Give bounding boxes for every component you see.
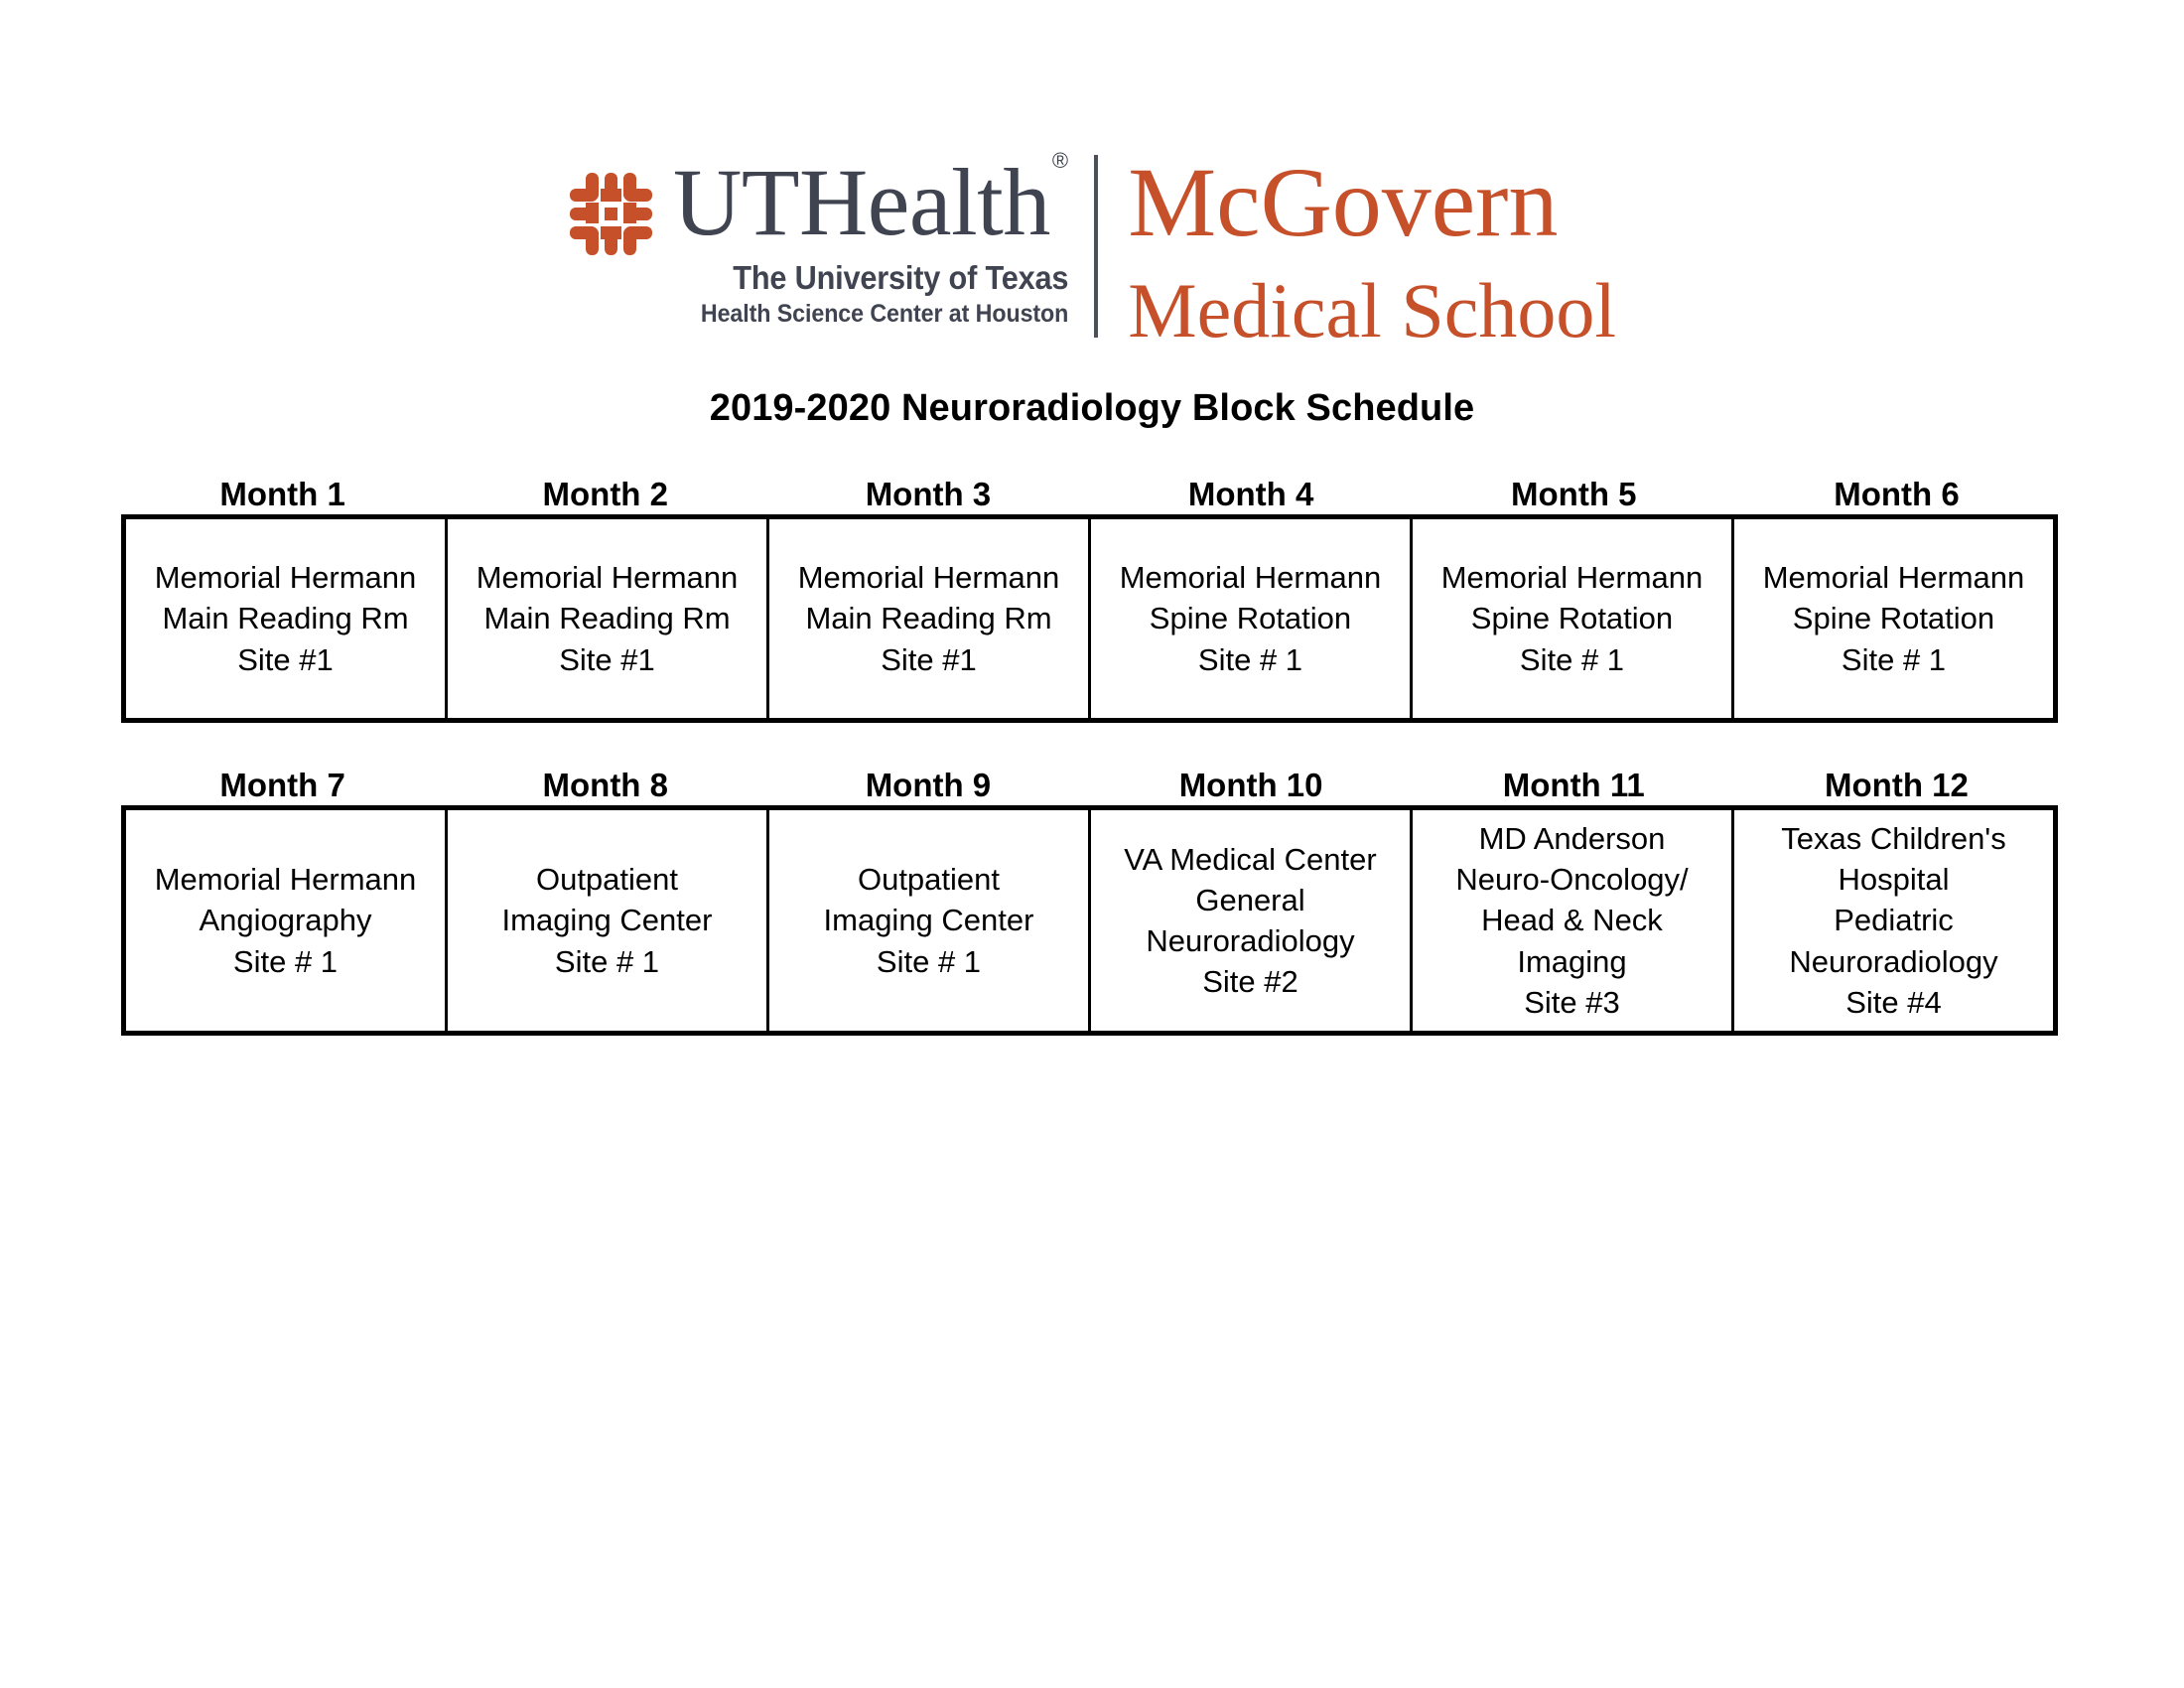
mcgovern-lockup: McGovern Medical School — [1098, 147, 1616, 353]
schedule-cell-month-5: Memorial Hermann Spine Rotation Site # 1 — [1413, 519, 1734, 718]
schedule-cell-month-6: Memorial Hermann Spine Rotation Site # 1 — [1734, 519, 2053, 718]
schedule-cell-month-3: Memorial Hermann Main Reading Rm Site #1 — [769, 519, 1091, 718]
schedule-cell-text-month-12: Texas Children's Hospital Pediatric Neur… — [1781, 821, 2006, 1020]
uthealth-weave-icon — [569, 173, 652, 255]
month-header-1: Month 1 — [219, 476, 345, 512]
uthealth-wordmark: UTHealth® — [673, 150, 1068, 250]
month-header-8: Month 8 — [542, 767, 668, 803]
schedule-cell-text-month-11: MD Anderson Neuro-Oncology/ Head & Neck … — [1455, 821, 1689, 1020]
month-header-6: Month 6 — [1834, 476, 1960, 512]
schedule-cell-month-11: MD Anderson Neuro-Oncology/ Head & Neck … — [1413, 810, 1734, 1032]
schedule-cell-month-9: Outpatient Imaging Center Site # 1 — [769, 810, 1091, 1032]
month-header-4: Month 4 — [1187, 476, 1314, 512]
schedule-cell-text-month-10: VA Medical Center General Neuroradiology… — [1124, 841, 1377, 1000]
schedule-cell-month-4: Memorial Hermann Spine Rotation Site # 1 — [1091, 519, 1413, 718]
schedule-cell-text-month-5: Memorial Hermann Spine Rotation Site # 1 — [1440, 560, 1704, 677]
schedule-cell-month-2: Memorial Hermann Main Reading Rm Site #1 — [448, 519, 769, 718]
month-header-row-1: Month 1 Month 2 Month 3 Month 4 Month 5 … — [121, 475, 2058, 514]
month-header-row-2: Month 7 Month 8 Month 9 Month 10 Month 1… — [121, 766, 2058, 805]
schedule-cell-text-month-7: Memorial Hermann Angiography Site # 1 — [154, 862, 417, 979]
month-header-3: Month 3 — [865, 476, 992, 512]
mcgovern-name: McGovern — [1128, 147, 1559, 257]
month-header-7: Month 7 — [219, 767, 345, 803]
schedule-cell-text-month-2: Memorial Hermann Main Reading Rm Site #1 — [476, 560, 739, 677]
schedule-block-row-2: Month 7 Month 8 Month 9 Month 10 Month 1… — [121, 766, 2058, 1037]
uthealth-lockup: UTHealth® The University of Texas Health… — [568, 149, 1094, 348]
schedule-cell-month-10: VA Medical Center General Neuroradiology… — [1091, 810, 1413, 1032]
month-header-5: Month 5 — [1511, 476, 1637, 512]
schedule-cell-text-month-3: Memorial Hermann Main Reading Rm Site #1 — [797, 560, 1060, 677]
schedule-cell-text-month-4: Memorial Hermann Spine Rotation Site # 1 — [1119, 560, 1382, 677]
month-header-9: Month 9 — [865, 767, 992, 803]
uthealth-tagline-line1: The University of Texas — [733, 259, 1069, 296]
schedule-cell-text-month-1: Memorial Hermann Main Reading Rm Site #1 — [154, 560, 417, 677]
mcgovern-subtitle: Medical School — [1128, 267, 1616, 353]
page-title: 2019-2020 Neuroradiology Block Schedule — [709, 387, 1475, 429]
schedule-cell-month-7: Memorial Hermann Angiography Site # 1 — [126, 810, 448, 1032]
logo-divider — [1094, 155, 1099, 338]
month-header-11: Month 11 — [1502, 767, 1645, 803]
month-header-12: Month 12 — [1825, 767, 1969, 803]
logo-lockup: UTHealth® The University of Texas Health… — [568, 147, 1616, 353]
schedule-block-row-1: Month 1 Month 2 Month 3 Month 4 Month 5 … — [121, 475, 2058, 723]
uthealth-tagline-line2: Health Science Center at Houston — [700, 299, 1069, 328]
uthealth-text-column: UTHealth® The University of Texas Health… — [673, 149, 1068, 329]
month-header-10: Month 10 — [1178, 767, 1323, 803]
month-header-2: Month 2 — [542, 476, 668, 512]
schedule-cell-month-1: Memorial Hermann Main Reading Rm Site #1 — [126, 519, 448, 718]
schedule-cell-text-month-6: Memorial Hermann Spine Rotation Site # 1 — [1762, 560, 2025, 677]
schedule-cell-month-12: Texas Children's Hospital Pediatric Neur… — [1734, 810, 2053, 1031]
schedule-table-row-2: Memorial Hermann Angiography Site # 1 Ou… — [121, 805, 2058, 1037]
uthealth-wordmark-text: UTHealth — [672, 149, 1050, 255]
schedule-cell-text-month-9: Outpatient Imaging Center Site # 1 — [823, 862, 1034, 979]
schedule-cell-text-month-8: Outpatient Imaging Center Site # 1 — [501, 862, 713, 979]
schedule-cell-month-8: Outpatient Imaging Center Site # 1 — [448, 810, 769, 1032]
schedule-table-row-1: Memorial Hermann Main Reading Rm Site #1… — [121, 514, 2058, 723]
institution-logo-band: UTHealth® The University of Texas Health… — [0, 149, 2184, 357]
registered-trademark-icon: ® — [1051, 148, 1068, 173]
